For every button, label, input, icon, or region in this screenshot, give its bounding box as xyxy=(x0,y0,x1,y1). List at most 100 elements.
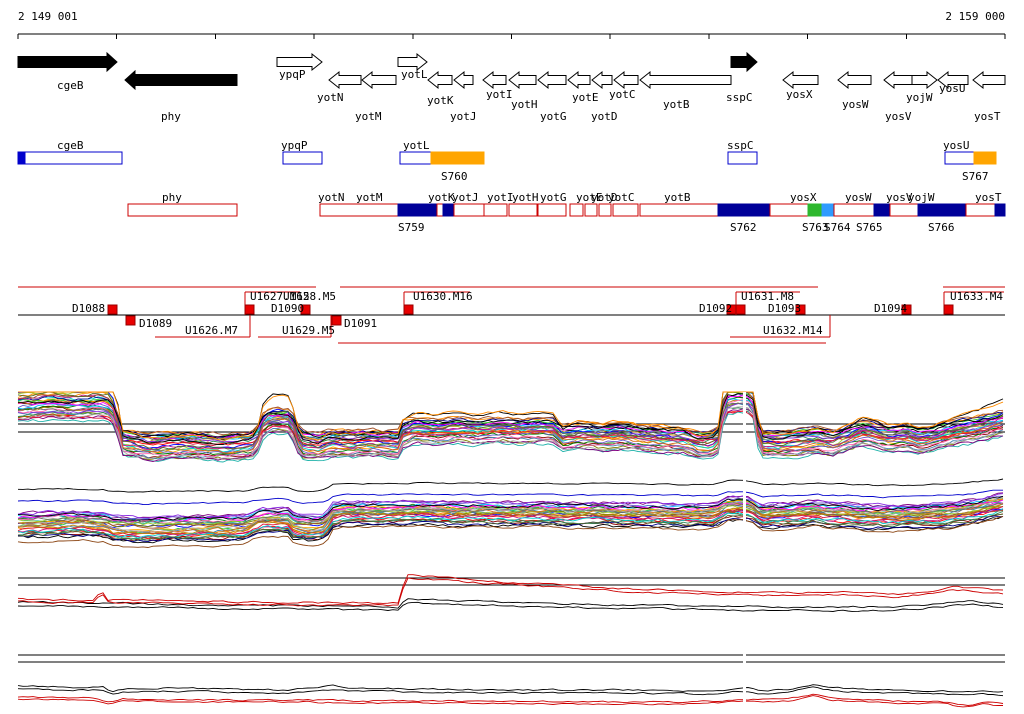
gene-arrow-yotI[interactable] xyxy=(482,70,507,90)
gene-label-phy: phy xyxy=(161,110,181,123)
segment-phy[interactable] xyxy=(127,203,238,217)
gene-arrow-yotK[interactable] xyxy=(427,70,453,90)
segment-yotC[interactable] xyxy=(612,203,639,217)
orf-rect-yosU[interactable] xyxy=(944,151,975,165)
probe-square-U1627.M15[interactable] xyxy=(244,304,255,315)
probe-square-D1094[interactable] xyxy=(901,304,912,315)
gene-arrow-yojW[interactable] xyxy=(911,70,938,90)
probe-square-U1631.M8[interactable] xyxy=(735,304,746,315)
segment-yotD[interactable] xyxy=(584,203,598,217)
segment-yotJ[interactable] xyxy=(453,203,485,217)
profile-series xyxy=(17,478,1004,493)
segment-S764[interactable] xyxy=(821,203,835,217)
probe-label-D1089: D1089 xyxy=(139,317,172,330)
orf-rect-cgeB-start[interactable] xyxy=(17,151,26,165)
orf-label-yosU: yosU xyxy=(943,139,970,152)
segment-yosW[interactable] xyxy=(833,203,875,217)
orf-rect-ypqP[interactable] xyxy=(282,151,323,165)
segment-yotE[interactable] xyxy=(569,203,584,217)
gene-arrow-yotC[interactable] xyxy=(613,70,639,90)
orf-rect-S767[interactable] xyxy=(973,151,997,165)
gene-label-yotN: yotN xyxy=(317,91,344,104)
profile-series xyxy=(17,393,1004,456)
profile-series xyxy=(17,391,1004,450)
gene-label-yotD: yotD xyxy=(591,110,618,123)
gene-arrow-yotM[interactable] xyxy=(361,70,397,90)
gene-label-yotH: yotH xyxy=(511,98,538,111)
gene-arrow-yotJ[interactable] xyxy=(453,70,474,90)
gene-arrow-phy[interactable] xyxy=(124,69,238,91)
profile-series xyxy=(17,693,1004,706)
gene-arrow-yosU[interactable] xyxy=(937,70,969,90)
profile-series xyxy=(17,497,1004,533)
orf-rect-cgeB[interactable] xyxy=(17,151,123,165)
profile-series xyxy=(17,495,1004,521)
gene-arrow-yotE[interactable] xyxy=(567,70,591,90)
probe-square-D1091[interactable] xyxy=(331,315,342,326)
segment-seg-navy-end[interactable] xyxy=(994,203,1006,217)
probe-square-U1633.M4[interactable] xyxy=(943,304,954,315)
segment-yotI[interactable] xyxy=(483,203,508,217)
segment-S762[interactable] xyxy=(717,203,771,217)
gene-arrow-yotL[interactable] xyxy=(397,52,428,72)
segment-yosX[interactable] xyxy=(769,203,809,217)
probe-square-U1630.M16[interactable] xyxy=(403,304,414,315)
orf2-label-yosX: yosX xyxy=(790,191,817,204)
orf2-label-yotE: yotE xyxy=(576,191,603,204)
segment-seg[interactable] xyxy=(436,203,444,217)
segment-label-S767: S767 xyxy=(962,170,989,183)
orf-rect-yotL[interactable] xyxy=(399,151,432,165)
segment-S766[interactable] xyxy=(917,203,967,217)
orf2-label-yotJ: yotJ xyxy=(452,191,479,204)
segment-yotH[interactable] xyxy=(508,203,538,217)
gene-arrow-yosV[interactable] xyxy=(883,70,917,90)
gene-label-yosU: yosU xyxy=(939,82,966,95)
profile-series xyxy=(18,391,1004,446)
probe-label-D1094: D1094 xyxy=(874,302,907,315)
segment-S763[interactable] xyxy=(807,203,823,217)
gene-arrow-sspC[interactable] xyxy=(730,51,758,73)
segment-yotN-yotM[interactable] xyxy=(319,203,399,217)
gene-arrow-yotG[interactable] xyxy=(537,70,567,90)
gene-arrow-ypqP[interactable] xyxy=(276,52,323,72)
segment-seg[interactable] xyxy=(598,203,612,217)
profile-series xyxy=(17,695,1003,708)
gene-label-yotG: yotG xyxy=(540,110,567,123)
segment-label-S765: S765 xyxy=(856,221,883,234)
gene-arrow-yosX[interactable] xyxy=(782,70,819,90)
profile-panel-3 xyxy=(17,574,1005,613)
profile-series xyxy=(17,503,1004,526)
orf-rect-sspC[interactable] xyxy=(727,151,758,165)
gene-arrow-yotB[interactable] xyxy=(639,70,732,90)
gene-arrow-yotN[interactable] xyxy=(328,70,362,90)
gene-arrow-yotD[interactable] xyxy=(591,70,613,90)
gene-arrow-yosT[interactable] xyxy=(972,70,1006,90)
probe-square-D1089[interactable] xyxy=(125,315,136,326)
probe-square-D1093[interactable] xyxy=(795,304,806,315)
segment-S765[interactable] xyxy=(873,203,891,217)
orf-rect-S760[interactable] xyxy=(430,151,485,165)
probe-square-D1088[interactable] xyxy=(107,304,118,315)
gene-arrow-yosW[interactable] xyxy=(837,70,872,90)
profile-series xyxy=(17,684,1004,693)
segment-yosV[interactable] xyxy=(889,203,919,217)
probe-label-U1630.M16: U1630.M16 xyxy=(413,290,473,303)
orf2-label-yotM: yotM xyxy=(356,191,383,204)
segment-yosT[interactable] xyxy=(965,203,996,217)
segment-S759[interactable] xyxy=(397,203,438,217)
gene-arrow-yotH[interactable] xyxy=(508,70,537,90)
orf2-label-yojW: yojW xyxy=(908,191,935,204)
segment-yotG[interactable] xyxy=(537,203,567,217)
orf2-label-yotH: yotH xyxy=(512,191,539,204)
probe-square-D1090[interactable] xyxy=(300,304,311,315)
profile-series xyxy=(17,408,1004,462)
segment-yotB[interactable] xyxy=(639,203,719,217)
ruler xyxy=(17,33,1006,39)
segment-seg-navy[interactable] xyxy=(442,203,455,217)
segment-label-S766: S766 xyxy=(928,221,955,234)
orf2-label-yosV: yosV xyxy=(886,191,913,204)
gene-arrow-cgeB[interactable] xyxy=(17,51,118,73)
orf-label-yotL: yotL xyxy=(403,139,430,152)
coord-start-label: 2 149 001 xyxy=(18,10,78,23)
